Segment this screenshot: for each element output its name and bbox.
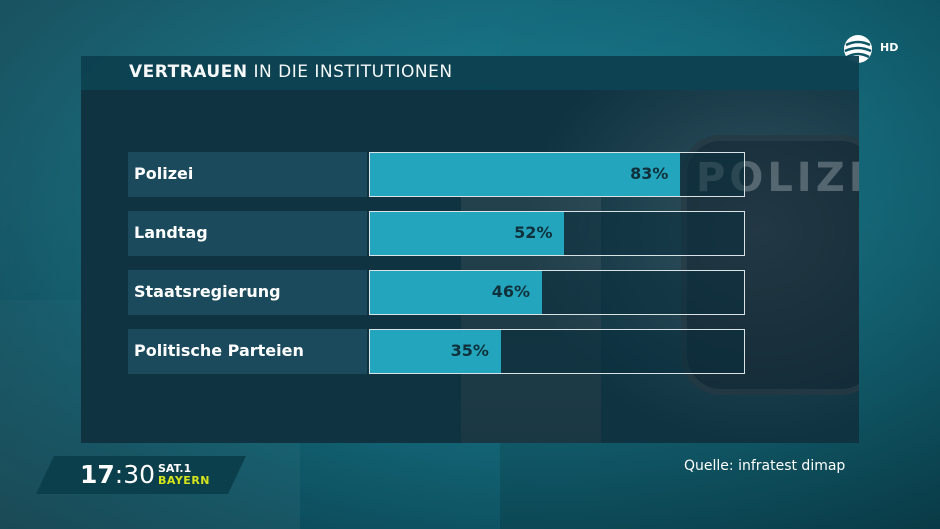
category-label: Landtag — [134, 223, 208, 242]
channel-name: SAT.1 — [158, 462, 192, 475]
bar — [370, 330, 501, 373]
category-label: Politische Parteien — [134, 341, 304, 360]
time-channel-bug: 17:30 SAT.1 BAYERN — [36, 456, 246, 494]
bar-track: 52% — [369, 211, 745, 256]
bar-track: 46% — [369, 270, 745, 315]
bar-value-label: 35% — [450, 341, 489, 360]
region-name: BAYERN — [158, 474, 211, 487]
chart-title: VERTRAUEN IN DIE INSTITUTIONEN — [129, 62, 453, 82]
bar — [370, 153, 681, 196]
bar — [370, 212, 565, 255]
bar-track: 35% — [369, 329, 745, 374]
bar-value-label: 46% — [491, 282, 531, 301]
category-label-box: Polizei — [128, 152, 367, 197]
clock-hour: 17 — [80, 460, 115, 489]
source-note: Quelle: infratest dimap — [684, 458, 846, 474]
chart-title-rest: IN DIE INSTITUTIONEN — [253, 62, 453, 82]
bar-value-label: 83% — [630, 164, 669, 183]
hd-label: HD — [880, 41, 899, 54]
clock: 17:30 — [80, 460, 155, 489]
category-label: Polizei — [134, 164, 194, 183]
category-label-box: Politische Parteien — [128, 329, 367, 374]
bar — [370, 271, 543, 314]
category-label-box: Landtag — [128, 211, 367, 256]
chart-panel: POLIZEI Polizei83%Landtag52%Staatsregier… — [81, 90, 859, 443]
time-bug-background — [36, 456, 246, 494]
clock-minute: :30 — [114, 460, 156, 489]
bar-track: 83% — [369, 152, 745, 197]
chart-title-bold: VERTRAUEN — [129, 62, 248, 82]
category-label: Staatsregierung — [134, 282, 281, 301]
category-label-box: Staatsregierung — [128, 270, 367, 315]
chart-header: VERTRAUEN IN DIE INSTITUTIONEN — [81, 56, 859, 90]
bar-value-label: 52% — [514, 223, 553, 242]
